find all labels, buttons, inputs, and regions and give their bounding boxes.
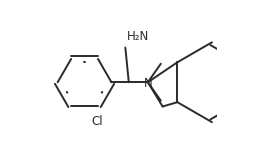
Text: N: N [143,77,152,90]
Text: H₂N: H₂N [127,30,149,43]
Text: Cl: Cl [91,115,103,128]
